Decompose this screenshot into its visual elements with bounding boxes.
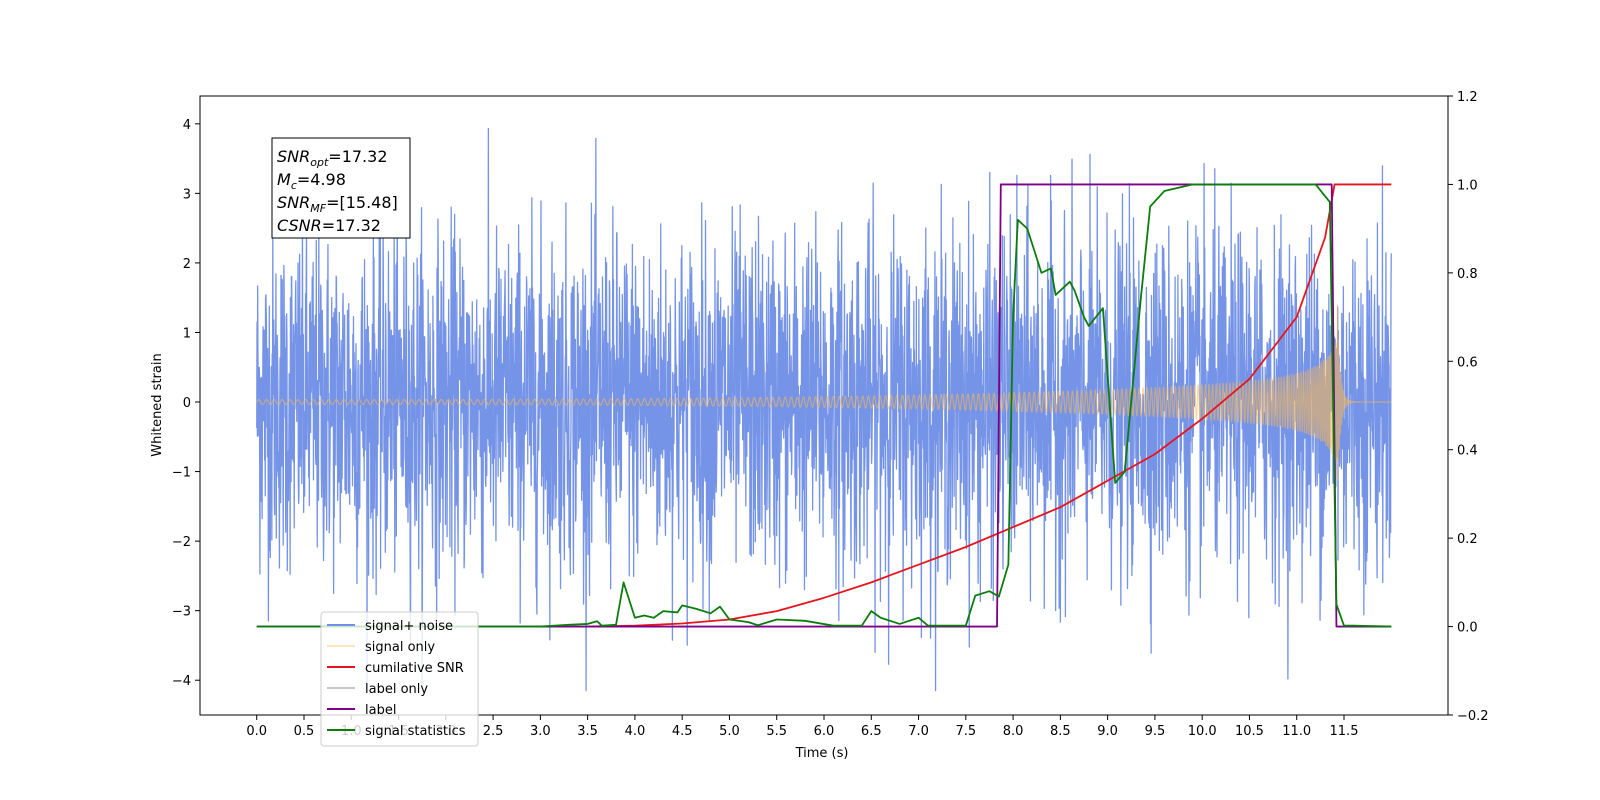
x-tick-label: 8.5 xyxy=(1050,724,1071,739)
series-layer xyxy=(256,128,1392,692)
y-tick-label: 2 xyxy=(183,257,191,272)
legend: signal+ noise signal only cumilative SNR la… xyxy=(320,611,479,747)
x-tick-label: 6.5 xyxy=(861,724,882,739)
annotation-value: =4.98 xyxy=(297,170,346,189)
x-tick-label: 0.0 xyxy=(246,724,267,739)
x-tick-label: 3.0 xyxy=(530,724,551,739)
y-tick-label: −3 xyxy=(172,605,191,620)
annotation-box: SNRopt=17.32Mc=4.98SNRMF=[15.48]CSNR=17.… xyxy=(271,137,411,239)
legend-label: signal only xyxy=(365,640,435,655)
y2-tick-label: 1.0 xyxy=(1457,178,1478,193)
x-tick-label: 10.5 xyxy=(1235,724,1264,739)
x-tick-label: 11.5 xyxy=(1330,724,1359,739)
y2-tick-label: 0.8 xyxy=(1457,267,1478,282)
x-tick-label: 2.5 xyxy=(483,724,504,739)
annotation-subscript: c xyxy=(291,179,297,192)
x-tick-label: 0.5 xyxy=(294,724,315,739)
x-tick-label: 6.0 xyxy=(814,724,835,739)
annotation-frame xyxy=(271,137,411,239)
legend-label: signal+ noise xyxy=(365,619,453,634)
x-tick-label: 11.0 xyxy=(1282,724,1311,739)
x-tick-label: 4.0 xyxy=(625,724,646,739)
y2-tick-label: 0.4 xyxy=(1457,444,1478,459)
annotation-line: Mc=4.98 xyxy=(277,170,346,192)
annotation-line: SNRMF=[15.48] xyxy=(277,193,398,215)
y-axis-right: 1.2 1.0 0.8 0.6 0.4 0.2 0.0 −0.2 xyxy=(1448,90,1489,724)
annotation-symbol: SNR xyxy=(277,147,310,166)
x-tick-label: 8.0 xyxy=(1003,724,1024,739)
y-tick-label: 1 xyxy=(183,326,191,341)
x-axis-title: Time (s) xyxy=(795,746,849,761)
x-tick-label: 9.5 xyxy=(1145,724,1166,739)
y2-tick-label: 0.6 xyxy=(1457,355,1478,370)
y-tick-label: 4 xyxy=(183,118,191,133)
x-tick-label: 10.0 xyxy=(1188,724,1217,739)
x-tick-label: 4.5 xyxy=(672,724,693,739)
x-tick-label: 9.0 xyxy=(1097,724,1118,739)
annotation-symbol: M xyxy=(277,170,291,189)
x-tick-label: 5.5 xyxy=(766,724,787,739)
x-tick-label: 3.5 xyxy=(577,724,598,739)
signal-noise-line xyxy=(256,128,1392,692)
signal-statistics-line xyxy=(256,183,1392,628)
annotation-value: =[15.48] xyxy=(326,193,398,212)
y-tick-label: 3 xyxy=(183,187,191,202)
annotation-line: CSNR=17.32 xyxy=(277,216,381,235)
y-tick-label: −2 xyxy=(172,535,191,550)
y-tick-label: −4 xyxy=(172,674,191,689)
y-axis-title: Whitened strain xyxy=(150,353,165,456)
legend-label: signal statistics xyxy=(365,724,466,739)
x-tick-label: 7.0 xyxy=(908,724,929,739)
y-axis-left: 4 3 2 1 0 −1 −2 −3 −4 xyxy=(172,118,200,689)
signal-only-line xyxy=(256,304,1392,481)
annotation-subscript: MF xyxy=(310,202,326,215)
y2-tick-label: 0.0 xyxy=(1457,621,1478,636)
annotation-value: =17.32 xyxy=(328,147,387,166)
legend-label: label xyxy=(365,703,396,718)
annotation-symbol: SNR xyxy=(277,193,310,212)
x-tick-label: 5.0 xyxy=(719,724,740,739)
annotation-symbol: CSNR xyxy=(277,216,322,235)
annotation-subscript: opt xyxy=(310,156,329,169)
annotation-value: =17.32 xyxy=(322,216,381,235)
legend-frame xyxy=(320,611,479,747)
annotation-line: SNRopt=17.32 xyxy=(277,147,388,169)
legend-label: label only xyxy=(365,682,428,697)
y2-tick-label: 1.2 xyxy=(1457,90,1478,105)
y2-tick-label: −0.2 xyxy=(1457,709,1489,724)
y-tick-label: −1 xyxy=(172,466,191,481)
y-tick-label: 0 xyxy=(183,396,191,411)
x-tick-label: 7.5 xyxy=(955,724,976,739)
y2-tick-label: 0.2 xyxy=(1457,532,1478,547)
legend-label: cumilative SNR xyxy=(365,661,464,676)
